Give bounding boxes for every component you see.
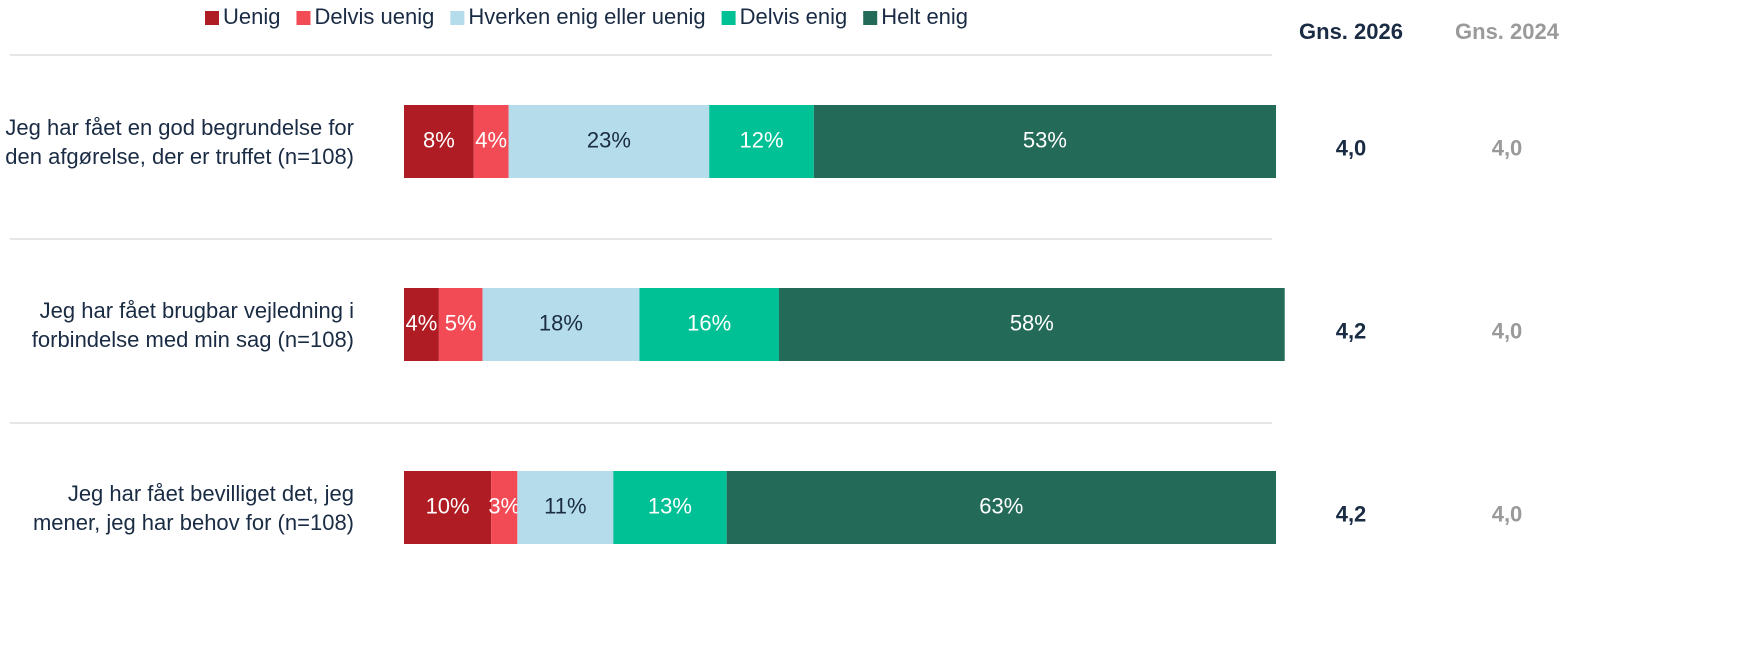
legend-label: Delvis uenig <box>314 4 434 29</box>
legend-swatch <box>205 11 219 25</box>
value-label: 18% <box>539 310 583 335</box>
bar-segment <box>491 471 518 544</box>
value-label: 13% <box>648 493 692 518</box>
column-value: 4,0 <box>1492 135 1523 160</box>
value-label: 5% <box>445 310 477 335</box>
legend-label: Uenig <box>223 4 280 29</box>
value-label: 16% <box>687 310 731 335</box>
value-label: 53% <box>1023 127 1067 152</box>
value-label: 8% <box>423 127 455 152</box>
legend-label: Helt enig <box>881 4 968 29</box>
bar-segment <box>613 471 727 544</box>
column-value: 4,0 <box>1492 318 1523 343</box>
legend-swatch <box>450 11 465 25</box>
bar-segment <box>726 471 1276 544</box>
bar-segment <box>482 288 640 361</box>
column-header: Gns. 2026 <box>1299 19 1403 44</box>
value-label: 63% <box>979 493 1023 518</box>
value-label: 58% <box>1010 310 1054 335</box>
bar-segment <box>404 105 474 178</box>
column-value: 4,2 <box>1336 501 1367 526</box>
value-label: 3% <box>488 493 520 518</box>
column-value: 4,0 <box>1336 135 1367 160</box>
bar-segment <box>508 105 710 178</box>
bar-segment <box>709 105 814 178</box>
value-label: 12% <box>739 127 783 152</box>
value-label: 4% <box>406 310 438 335</box>
column-header: Gns. 2024 <box>1455 19 1560 44</box>
legend-swatch <box>296 11 311 25</box>
bar-segment <box>473 105 509 178</box>
category-label: Jeg har fået bevilliget det, jeg mener, … <box>32 480 354 535</box>
bar-segment <box>404 471 492 544</box>
value-label: 10% <box>426 493 470 518</box>
legend-label: Hverken enig eller uenig <box>468 4 705 29</box>
value-label: 11% <box>544 493 586 518</box>
value-label: 4% <box>475 127 507 152</box>
value-label: 23% <box>587 127 631 152</box>
bar-segment <box>639 288 779 361</box>
bar-segment <box>438 288 483 361</box>
bar-segment <box>404 288 439 361</box>
legend-swatch <box>863 11 878 25</box>
category-label: Jeg har fået brugbar vejledning i forbin… <box>31 297 354 352</box>
category-label: Jeg har fået en god begrundelse for den … <box>5 114 354 169</box>
legend-label: Delvis enig <box>740 4 848 29</box>
bar-segment <box>517 471 614 544</box>
column-value: 4,0 <box>1492 501 1523 526</box>
bar-segment <box>778 288 1285 361</box>
bar-segment <box>813 105 1276 178</box>
legend-swatch <box>721 11 736 25</box>
column-value: 4,2 <box>1336 318 1367 343</box>
